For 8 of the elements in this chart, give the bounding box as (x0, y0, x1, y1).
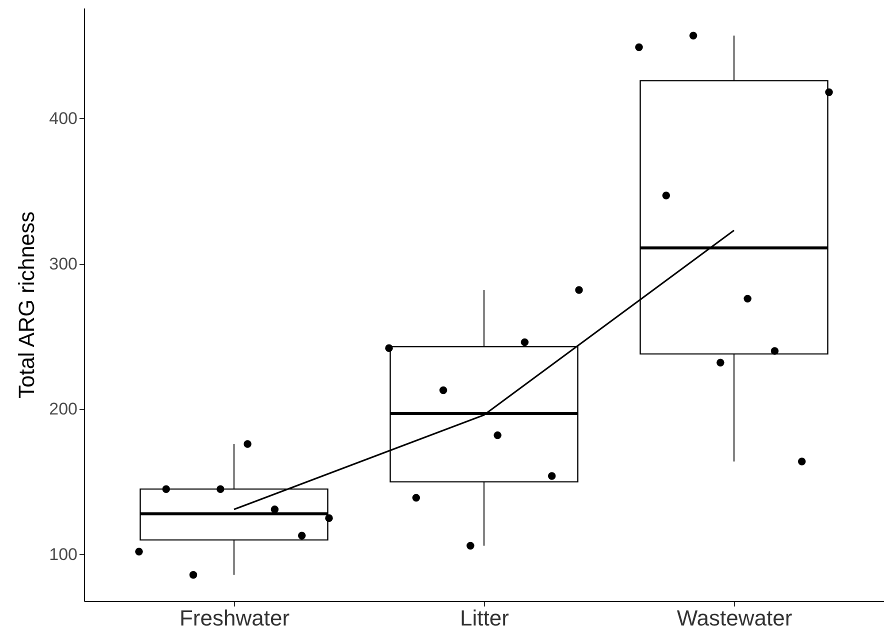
y-axis-title: Total ARG richness (14, 211, 40, 399)
x-tick-label: Freshwater (179, 606, 290, 630)
y-tick-label: 200 (49, 400, 78, 419)
y-tick-label: 400 (49, 108, 78, 128)
y-tick-label: 300 (49, 254, 78, 274)
x-tick-label: Wastewater (676, 606, 792, 630)
y-tick-label: 100 (49, 544, 78, 564)
x-tick-label: Litter (460, 606, 509, 630)
